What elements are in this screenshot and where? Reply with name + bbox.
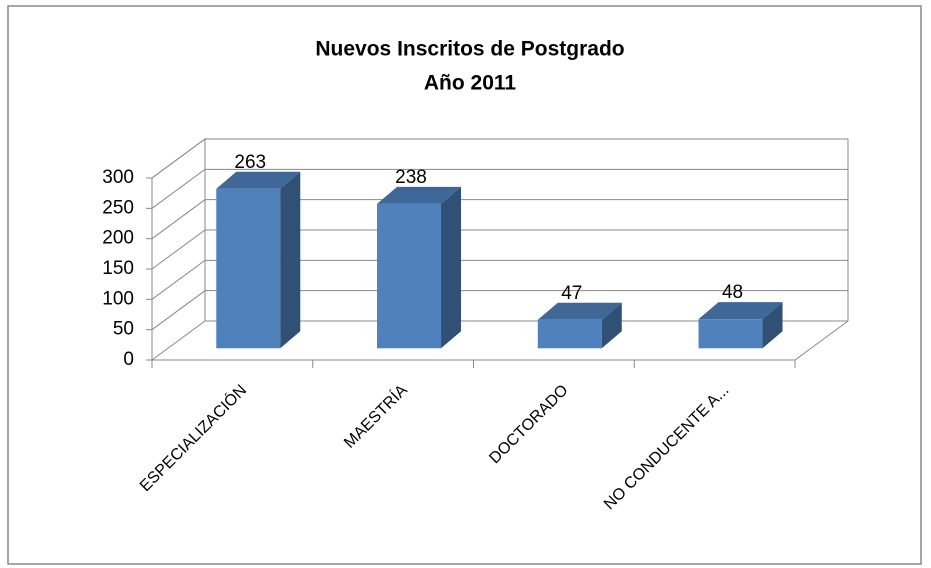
grid-line (151, 229, 848, 270)
bar (216, 188, 281, 349)
grid-line (151, 290, 848, 331)
y-tick-label: 100 (102, 288, 134, 309)
bar-top (216, 171, 301, 189)
grid-line (151, 138, 848, 179)
y-tick-label: 300 (102, 167, 134, 188)
bar (698, 319, 763, 349)
y-tick-label: 0 (123, 349, 134, 370)
bar-side (601, 302, 622, 349)
y-tick-label: 50 (113, 319, 134, 340)
chart-frame (7, 5, 922, 565)
grid-line (151, 168, 848, 209)
y-tick-label: 150 (102, 258, 134, 279)
chart-subtitle: Año 2011 (424, 72, 517, 95)
y-tick-label: 200 (102, 228, 134, 249)
value-label: 47 (561, 283, 582, 304)
value-label: 263 (234, 152, 266, 173)
bar-top (377, 186, 462, 204)
value-label: 238 (395, 167, 427, 188)
chart-title: Nuevos Inscritos de Postgrado (315, 38, 624, 61)
value-label: 48 (722, 282, 743, 303)
bar-top (698, 302, 783, 320)
bar-side (441, 186, 462, 349)
grid-line (151, 320, 848, 361)
bar-side (762, 302, 783, 349)
bar-top (537, 302, 622, 320)
y-tick-label: 250 (102, 197, 134, 218)
grid-line (151, 259, 848, 300)
bar (537, 319, 602, 349)
bar (377, 203, 442, 349)
grid-line (151, 199, 848, 240)
bar-side (280, 171, 301, 349)
